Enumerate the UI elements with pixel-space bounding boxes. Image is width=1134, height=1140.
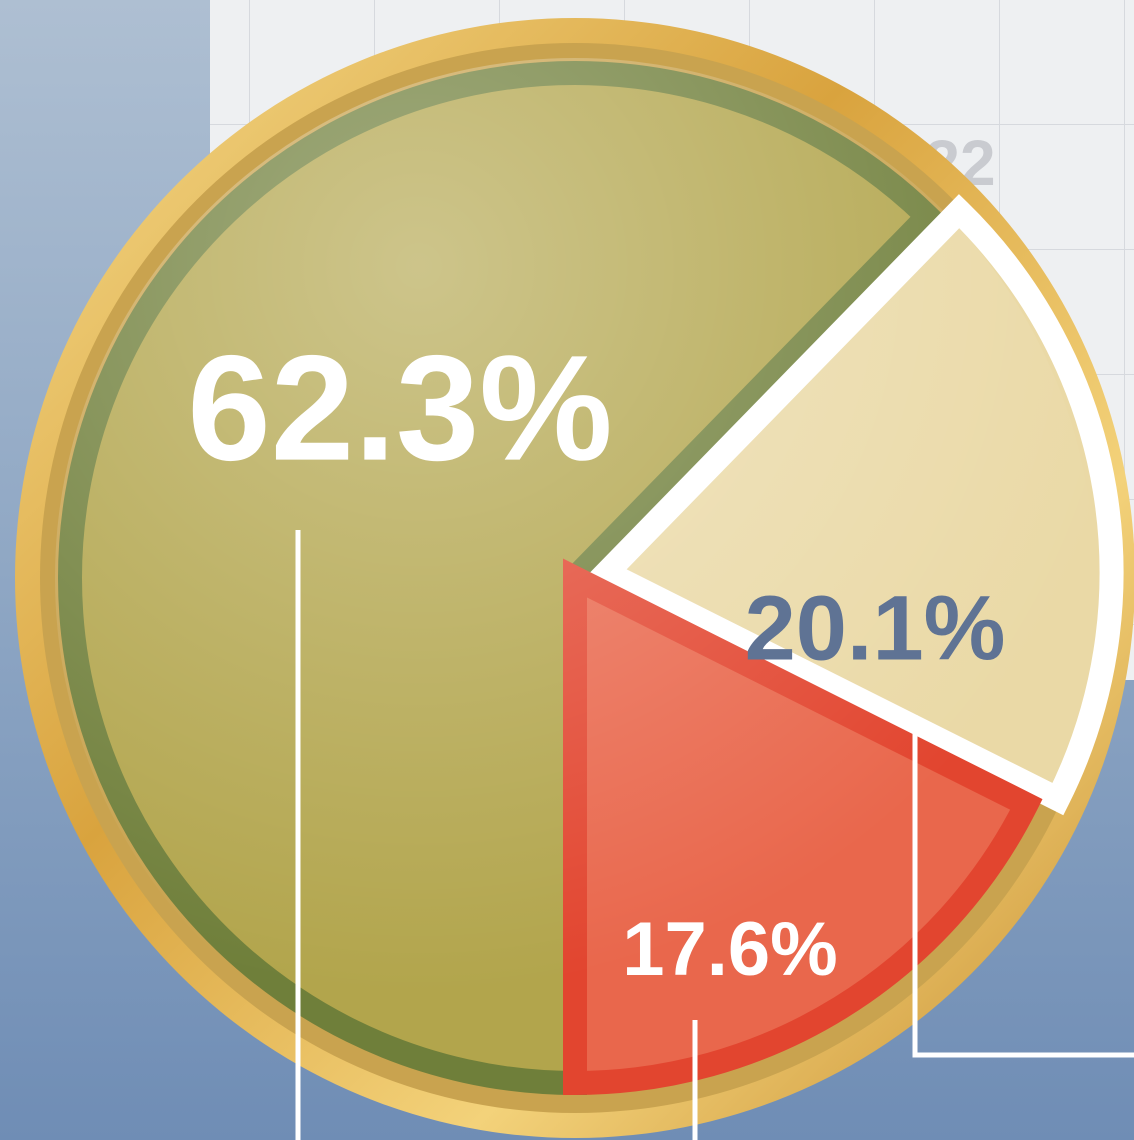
data-label: 62.3% [187,324,612,492]
leader-lines [295,530,1134,1140]
data-label: 17.6% [622,907,838,992]
leader-line [912,715,1134,1058]
data-label: 20.1% [745,577,1006,679]
